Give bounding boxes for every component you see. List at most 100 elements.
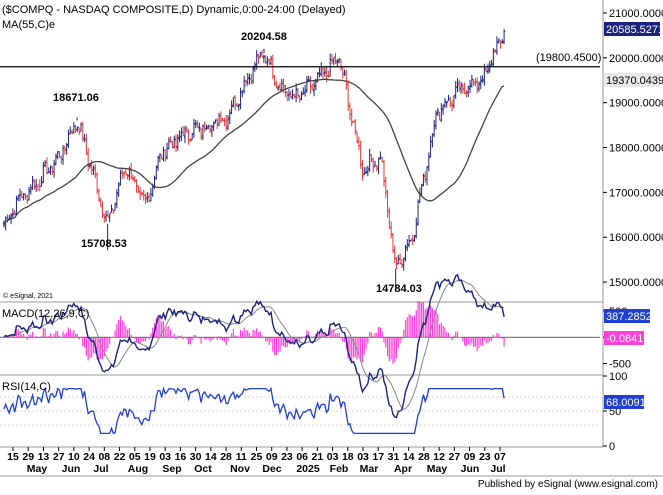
price-bar bbox=[108, 213, 111, 223]
price-bar bbox=[339, 58, 343, 71]
price-bar bbox=[101, 200, 104, 219]
price-bar bbox=[370, 154, 373, 163]
price-bar bbox=[386, 189, 389, 218]
price-bar bbox=[99, 197, 102, 207]
price-bar bbox=[174, 134, 178, 153]
price-bar bbox=[384, 176, 387, 198]
macd-value-badge bbox=[604, 309, 650, 323]
price-bar bbox=[117, 182, 120, 197]
price-bar bbox=[309, 76, 312, 94]
price-bar bbox=[199, 128, 203, 140]
price-bar bbox=[85, 133, 88, 155]
price-bar bbox=[212, 121, 215, 132]
price-bar bbox=[343, 69, 346, 76]
price-bar bbox=[112, 209, 115, 214]
date-tick-label: 27 bbox=[449, 451, 461, 463]
price-bar bbox=[312, 80, 316, 97]
price-bar bbox=[164, 149, 167, 162]
price-bar bbox=[461, 83, 465, 94]
price-bar bbox=[305, 75, 309, 93]
macd-signal-line bbox=[3, 279, 505, 410]
price-bar bbox=[33, 179, 36, 190]
price-bar bbox=[397, 254, 400, 265]
macd-line bbox=[3, 273, 505, 419]
price-bar bbox=[449, 96, 452, 108]
month-label: Dec bbox=[262, 463, 281, 475]
price-bar bbox=[235, 103, 239, 107]
price-tick-label: 17000.0000 bbox=[609, 187, 663, 199]
price-bar bbox=[490, 59, 493, 66]
date-tick-label: 13 bbox=[38, 451, 50, 463]
price-bar bbox=[379, 151, 382, 160]
moving-average-line bbox=[3, 78, 505, 225]
rsi-label: RSI(14,C) bbox=[2, 381, 51, 393]
price-bar bbox=[49, 165, 52, 175]
price-bar bbox=[472, 79, 475, 86]
macd-value: 387.2852 bbox=[606, 311, 652, 323]
month-label: May bbox=[427, 463, 448, 475]
price-bar bbox=[34, 178, 38, 192]
price-bar bbox=[268, 58, 271, 65]
price-bar bbox=[294, 83, 298, 103]
price-bar bbox=[406, 239, 409, 252]
price-bar bbox=[497, 38, 500, 44]
price-bar bbox=[441, 104, 445, 115]
price-bar bbox=[359, 140, 362, 169]
price-bar bbox=[415, 217, 418, 239]
price-bar bbox=[29, 184, 32, 195]
price-bar bbox=[76, 126, 79, 132]
price-bar bbox=[275, 80, 278, 89]
month-label: Jun bbox=[461, 463, 480, 475]
price-bar bbox=[501, 39, 504, 44]
price-bar bbox=[493, 48, 497, 53]
price-bar bbox=[300, 91, 303, 101]
price-bar bbox=[226, 115, 230, 130]
ma-value: 19370.0439 bbox=[606, 75, 663, 87]
price-bar bbox=[43, 160, 47, 168]
date-tick-label: 15 bbox=[7, 451, 19, 463]
price-bar bbox=[303, 84, 307, 97]
price-bar bbox=[140, 191, 144, 197]
price-bar bbox=[36, 185, 40, 192]
macd-plot bbox=[0, 273, 600, 419]
price-bar bbox=[31, 175, 34, 190]
date-tick-label: 30 bbox=[190, 451, 202, 463]
price-tick-label: 16000.0000 bbox=[609, 232, 663, 244]
price-bar bbox=[280, 78, 283, 92]
price-bar bbox=[468, 79, 472, 94]
price-bar bbox=[440, 103, 443, 122]
month-label: Jul bbox=[93, 463, 108, 475]
date-tick-label: 03 bbox=[327, 451, 339, 463]
price-bar bbox=[160, 154, 163, 159]
price-bar bbox=[388, 207, 391, 229]
price-bar bbox=[22, 193, 25, 201]
date-tick-label: 09 bbox=[266, 451, 278, 463]
price-bar bbox=[262, 54, 266, 64]
price-bar bbox=[434, 110, 438, 130]
price-bar bbox=[156, 155, 160, 171]
annotation-high-jul: 18671.06 bbox=[53, 92, 99, 104]
price-bar bbox=[13, 210, 16, 216]
price-bar bbox=[458, 79, 461, 92]
date-tick-label: 28 bbox=[418, 451, 430, 463]
price-bar bbox=[95, 172, 99, 194]
price-bar bbox=[429, 135, 432, 158]
price-bar bbox=[357, 136, 361, 151]
price-bar bbox=[225, 115, 228, 132]
price-bar bbox=[259, 51, 262, 58]
price-bar bbox=[86, 147, 90, 172]
price-bar bbox=[350, 108, 353, 127]
price-bar bbox=[72, 122, 76, 134]
price-bar bbox=[26, 194, 29, 205]
price-bar bbox=[318, 67, 321, 78]
price-bar bbox=[180, 127, 183, 142]
price-bar bbox=[354, 119, 357, 136]
price-bar bbox=[228, 109, 231, 125]
price-bar bbox=[284, 84, 287, 97]
price-bar bbox=[61, 145, 65, 165]
price-bar bbox=[289, 90, 292, 99]
price-bar bbox=[103, 213, 106, 223]
price-bar bbox=[479, 75, 482, 90]
date-tick-label: 12 bbox=[433, 451, 445, 463]
price-bar bbox=[181, 125, 185, 137]
